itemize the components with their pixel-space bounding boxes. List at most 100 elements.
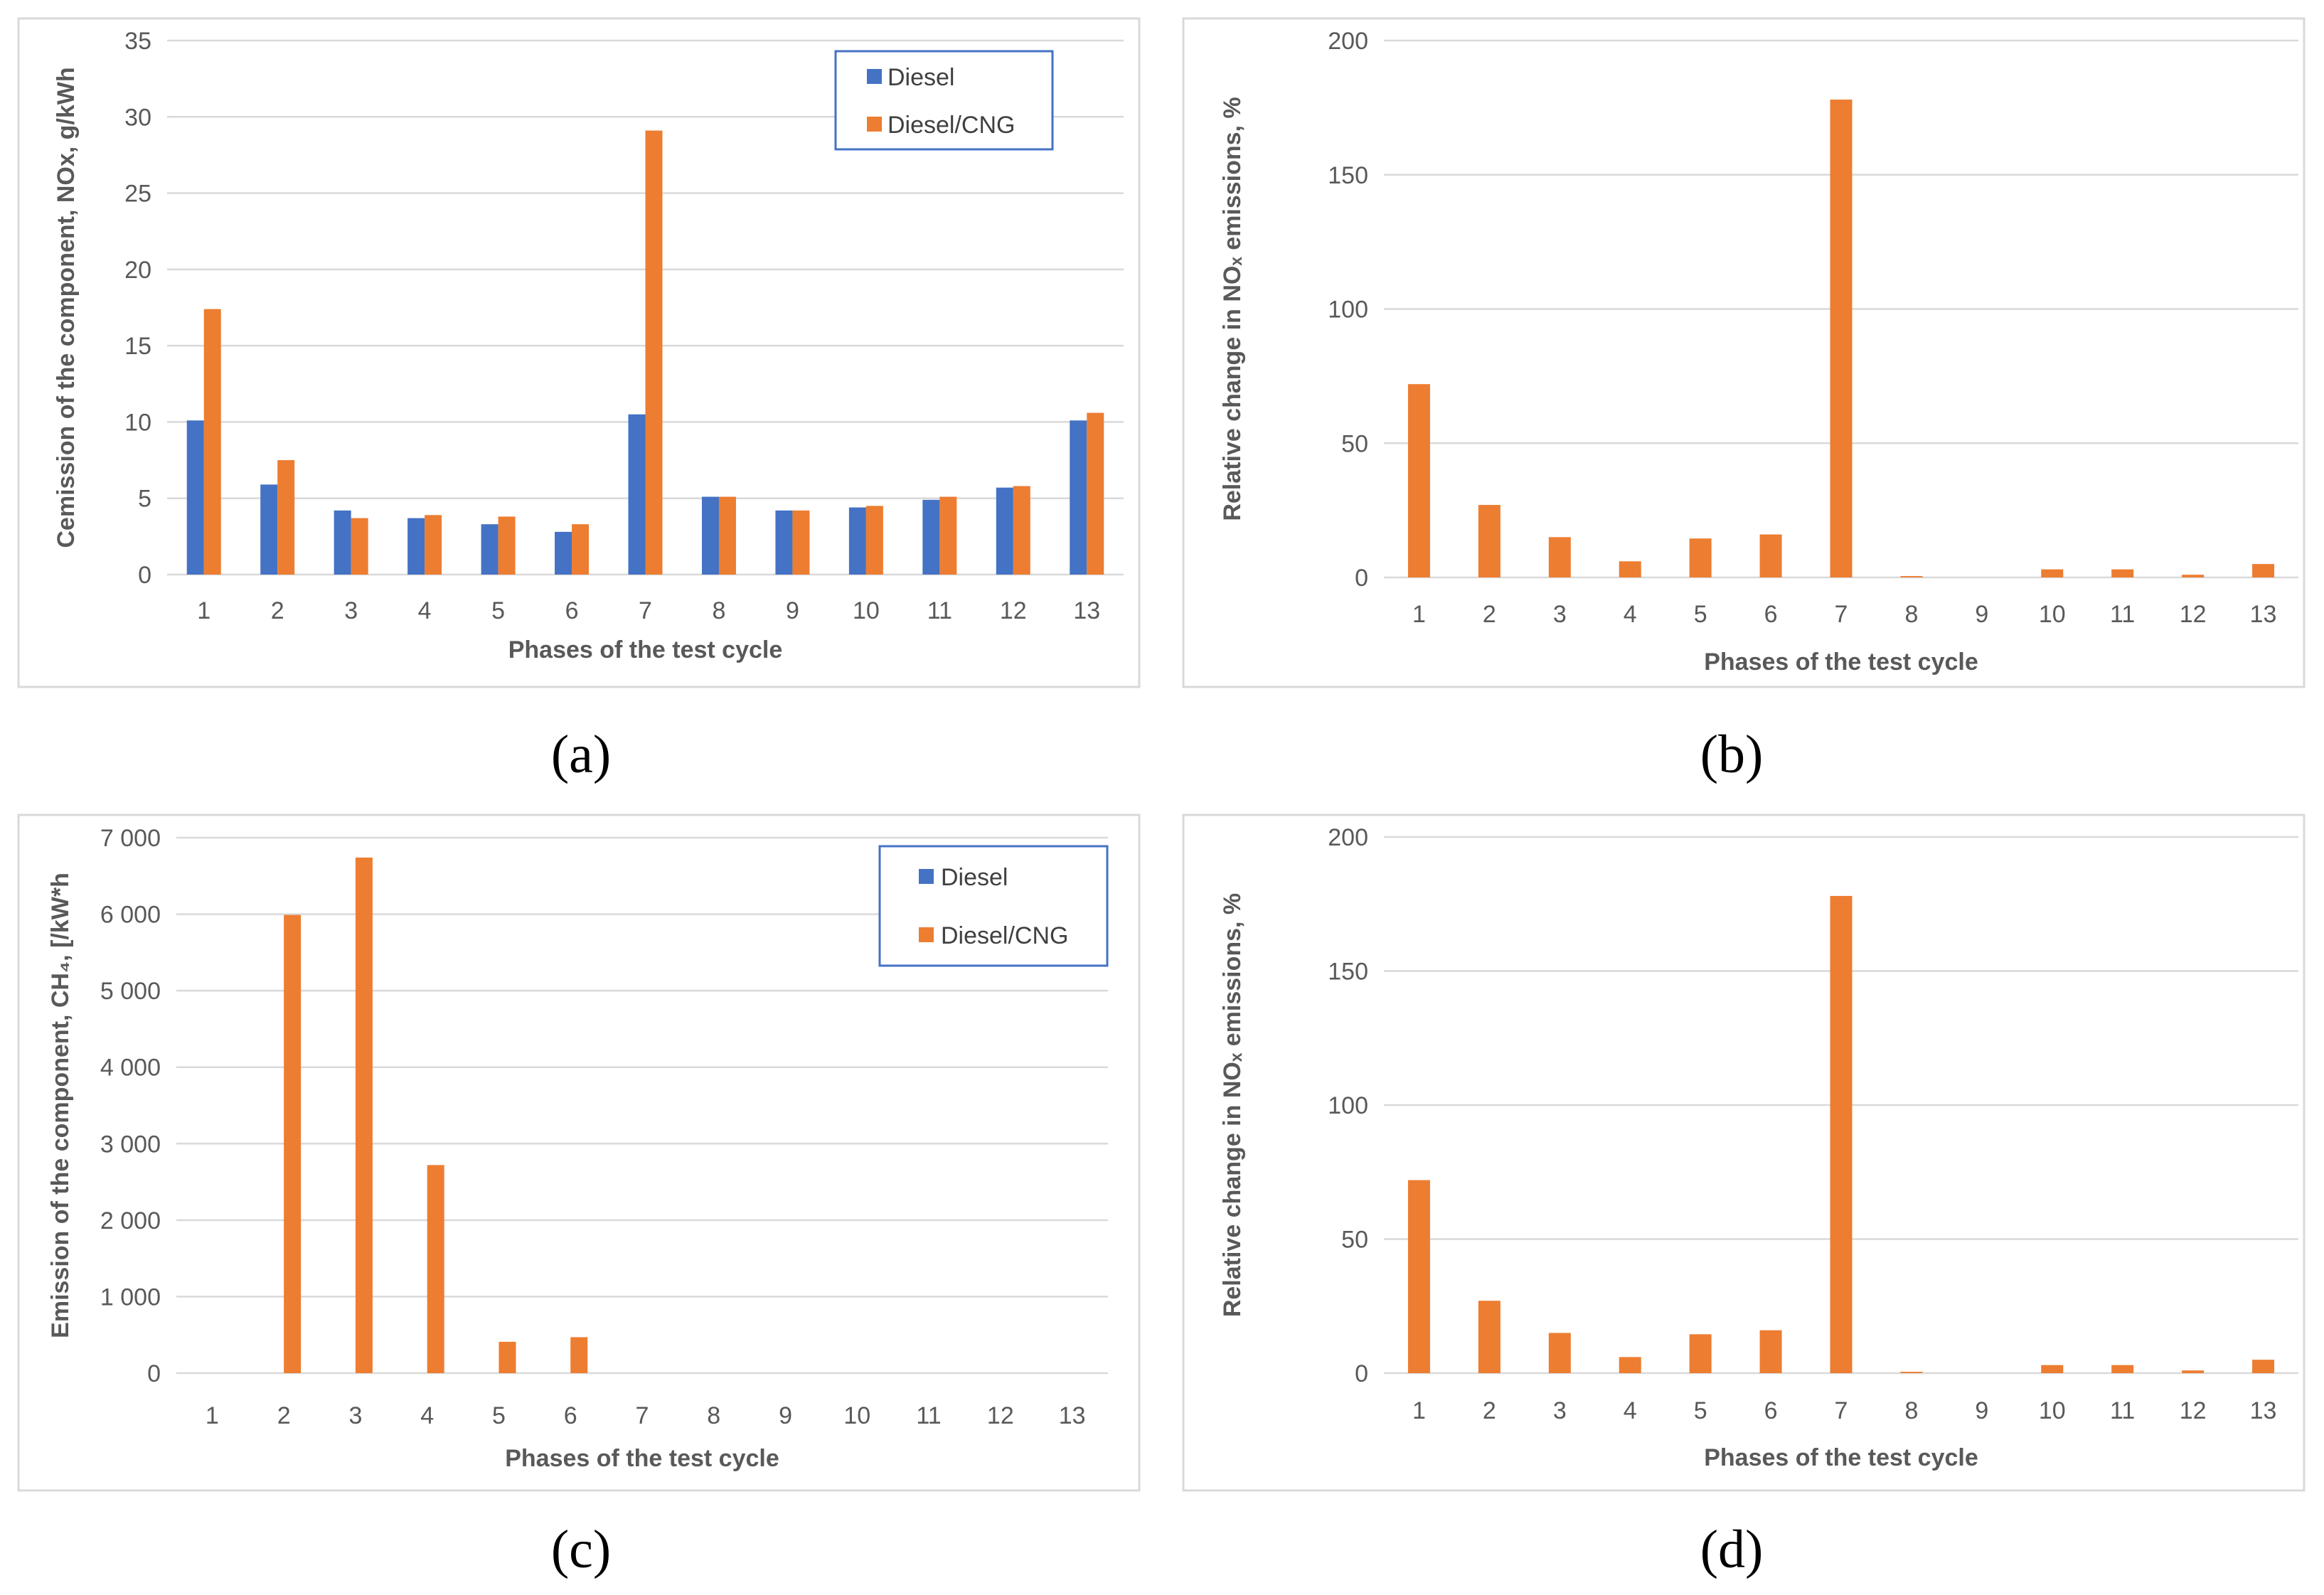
bar-diesel-cng-1 — [203, 309, 221, 575]
bar-relative-change-11 — [2111, 1365, 2134, 1373]
x-tick-label: 9 — [786, 597, 799, 624]
y-tick-label: 25 — [124, 181, 151, 208]
x-tick-label: 12 — [1000, 597, 1027, 624]
bar-diesel-12 — [996, 487, 1013, 575]
bar-diesel-13 — [1070, 420, 1087, 575]
bar-diesel-cng-13 — [1087, 412, 1104, 575]
bar-diesel-cng-12 — [1013, 486, 1030, 575]
chart-panel-a: 0 5 10 15 20 25 30 35 1 2 3 4 5 6 7 8 9 10 11 12 13 Phases of… — [0, 0, 1162, 796]
legend-label: Diesel/CNG — [941, 922, 1068, 949]
y-tick-label: 6 000 — [100, 902, 161, 929]
bar-diesel-6 — [555, 531, 572, 575]
y-tick-label: 10 — [124, 409, 151, 436]
caption-b: (b) — [1700, 725, 1764, 784]
x-tick-label: 8 — [1904, 1397, 1918, 1424]
bar-relative-change-7 — [1830, 100, 1853, 578]
x-tick-label: 5 — [1694, 1397, 1707, 1424]
legend-swatch — [867, 117, 882, 132]
y-tick-label: 5 — [138, 486, 151, 513]
x-tick-label: 1 — [206, 1402, 219, 1429]
y-tick-label: 5 000 — [100, 978, 161, 1005]
bar-relative-change-4 — [1619, 1357, 1641, 1373]
x-tick-label: 11 — [927, 597, 952, 624]
bar-relative-change-4 — [1619, 561, 1641, 577]
bar-relative-change-2 — [1478, 1301, 1501, 1373]
y-tick-label: 150 — [1328, 959, 1368, 986]
x-tick-label: 12 — [2180, 601, 2207, 628]
x-tick-label: 4 — [1624, 1397, 1637, 1424]
bar-relative-change-7 — [1830, 895, 1853, 1373]
bar-diesel-cng-11 — [939, 496, 957, 575]
x-tick-label: 8 — [707, 1402, 720, 1429]
bar-diesel-cng-3 — [355, 857, 373, 1373]
caption-d: (d) — [1700, 1520, 1764, 1579]
x-tick-label: 1 — [197, 597, 210, 624]
y-tick-label: 4 000 — [100, 1055, 161, 1082]
x-tick-label: 10 — [2039, 601, 2066, 628]
bar-diesel-9 — [775, 510, 793, 575]
bar-relative-change-6 — [1759, 534, 1782, 577]
x-axis-title: Phases of the test cycle — [1704, 649, 1978, 676]
bar-relative-change-13 — [2252, 1360, 2275, 1373]
x-tick-label: 2 — [1483, 601, 1496, 628]
bar-relative-change-5 — [1689, 538, 1712, 577]
y-tick-label: 150 — [1328, 162, 1368, 189]
y-tick-label: 15 — [124, 333, 151, 360]
y-tick-label: 3 000 — [100, 1131, 161, 1158]
x-tick-label: 5 — [492, 1402, 506, 1429]
caption-a: (a) — [550, 725, 612, 784]
y-tick-label: 0 — [138, 562, 151, 589]
bar-diesel-cng-3 — [351, 518, 368, 575]
bar-diesel-3 — [334, 510, 351, 575]
bar-relative-change-6 — [1759, 1330, 1782, 1373]
legend-label: Diesel — [941, 864, 1008, 891]
caption-c: (c) — [550, 1520, 612, 1579]
bar-relative-change-3 — [1548, 537, 1571, 577]
x-tick-label: 13 — [1059, 1402, 1086, 1429]
legend-swatch — [919, 869, 934, 884]
bar-diesel-cng-8 — [718, 496, 736, 575]
bar-diesel-4 — [407, 518, 425, 575]
x-axis-title: Phases of the test cycle — [505, 1445, 779, 1472]
legend-swatch — [867, 69, 882, 84]
x-tick-label: 6 — [1764, 601, 1778, 628]
x-tick-label: 6 — [565, 597, 579, 624]
y-tick-label: 100 — [1328, 297, 1368, 324]
bar-relative-change-2 — [1478, 505, 1501, 577]
chart-panel-b: 0 50 100 150 200 1 2 3 4 5 6 7 8 9 10 11 12 13 Phases of t… — [1162, 0, 2324, 796]
bar-diesel-cng-9 — [792, 510, 810, 575]
legend-box — [834, 50, 1054, 151]
x-tick-label: 2 — [277, 1402, 291, 1429]
bar-diesel-5 — [481, 524, 499, 575]
x-tick-label: 3 — [348, 1402, 362, 1429]
bar-diesel-cng-2 — [277, 460, 295, 575]
bar-diesel-2 — [260, 484, 278, 575]
bar-diesel-10 — [848, 507, 866, 575]
chart-panel-d: 0 50 100 150 200 1 2 3 4 5 6 7 8 9 10 11 12 13 Phases of t… — [1162, 796, 2324, 1595]
bar-relative-change-11 — [2111, 569, 2134, 577]
y-axis-title: Emission of the component, CH₄, [/kW*h — [47, 873, 74, 1338]
bar-relative-change-1 — [1407, 1180, 1430, 1373]
x-axis-title: Phases of the test cycle — [1704, 1444, 1978, 1471]
y-tick-label: 100 — [1328, 1092, 1368, 1119]
y-tick-label: 35 — [124, 28, 151, 55]
y-tick-label: 30 — [124, 104, 151, 131]
bar-diesel-8 — [701, 496, 719, 575]
x-tick-label: 7 — [1835, 1397, 1848, 1424]
x-tick-label: 2 — [271, 597, 284, 624]
y-tick-label: 2 000 — [100, 1207, 161, 1234]
bar-diesel-cng-10 — [865, 506, 883, 575]
y-tick-label: 200 — [1328, 28, 1368, 55]
x-tick-label: 9 — [779, 1402, 792, 1429]
y-tick-label: 7 000 — [100, 825, 161, 852]
bar-diesel-7 — [628, 414, 646, 575]
y-tick-label: 1 000 — [100, 1284, 161, 1311]
bar-diesel-cng-6 — [572, 524, 590, 575]
bar-diesel-cng-2 — [284, 914, 302, 1373]
y-tick-label: 50 — [1341, 430, 1368, 457]
